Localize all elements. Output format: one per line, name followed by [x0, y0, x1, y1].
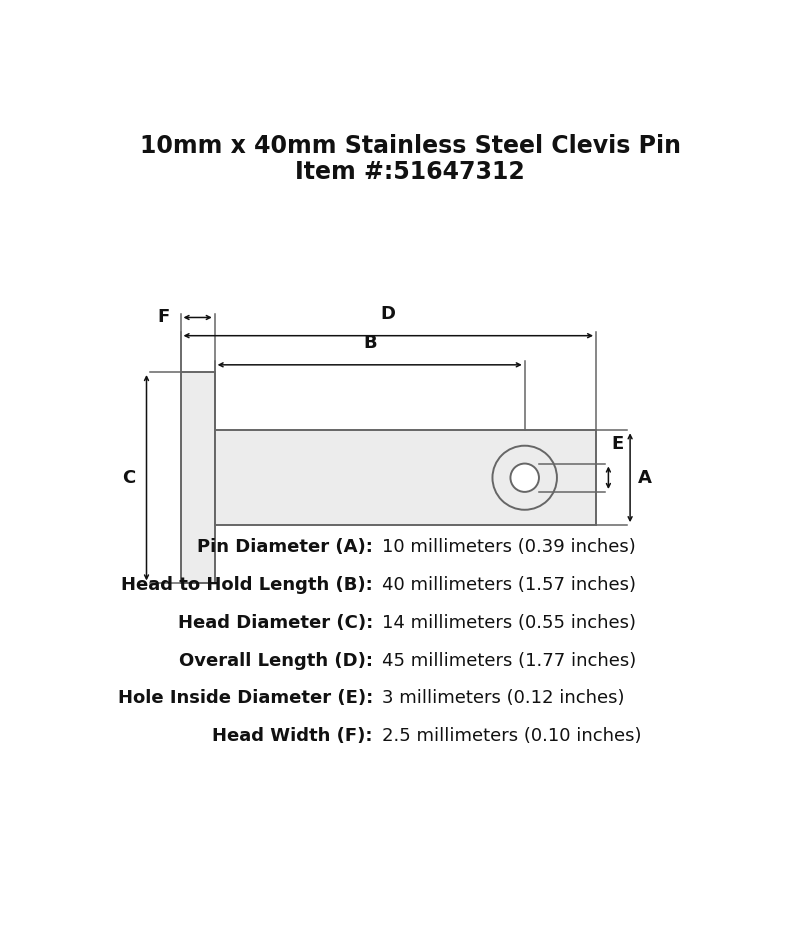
- Text: Pin Diameter (A):: Pin Diameter (A):: [197, 538, 373, 556]
- Text: 2.5 millimeters (0.10 inches): 2.5 millimeters (0.10 inches): [382, 727, 642, 745]
- Ellipse shape: [493, 446, 557, 510]
- Text: Item #:51647312: Item #:51647312: [295, 160, 525, 184]
- Text: A: A: [638, 468, 651, 487]
- Text: F: F: [157, 308, 170, 326]
- Text: 40 millimeters (1.57 inches): 40 millimeters (1.57 inches): [382, 576, 636, 594]
- Text: 10 millimeters (0.39 inches): 10 millimeters (0.39 inches): [382, 538, 636, 556]
- Text: 45 millimeters (1.77 inches): 45 millimeters (1.77 inches): [382, 652, 636, 670]
- Bar: [181, 372, 214, 584]
- Text: Hole Inside Diameter (E):: Hole Inside Diameter (E):: [118, 690, 373, 708]
- Text: Head to Hold Length (B):: Head to Hold Length (B):: [121, 576, 373, 594]
- Text: 10mm x 40mm Stainless Steel Clevis Pin: 10mm x 40mm Stainless Steel Clevis Pin: [139, 134, 681, 158]
- Text: Head Diameter (C):: Head Diameter (C):: [178, 614, 373, 632]
- Text: B: B: [363, 334, 377, 352]
- Text: C: C: [122, 468, 135, 487]
- Text: 14 millimeters (0.55 inches): 14 millimeters (0.55 inches): [382, 614, 636, 632]
- Text: Head Width (F):: Head Width (F):: [212, 727, 373, 745]
- Text: Overall Length (D):: Overall Length (D):: [179, 652, 373, 670]
- Text: D: D: [381, 305, 396, 323]
- Ellipse shape: [510, 464, 539, 492]
- Bar: [214, 430, 596, 525]
- Text: 3 millimeters (0.12 inches): 3 millimeters (0.12 inches): [382, 690, 625, 708]
- Text: E: E: [611, 434, 624, 452]
